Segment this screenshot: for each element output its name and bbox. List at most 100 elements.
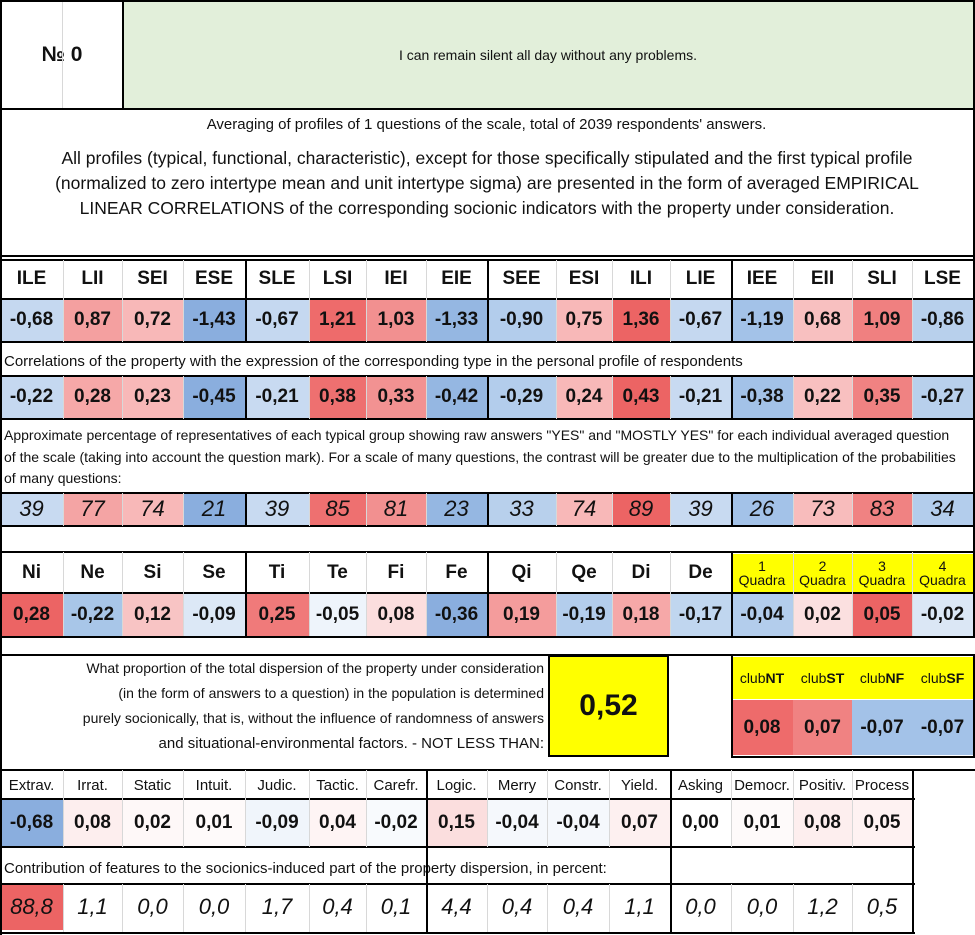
trait-value-6: -0,02 <box>366 800 426 846</box>
function-value-6: 0,08 <box>366 594 426 636</box>
trait-value-12: 0,01 <box>731 800 793 846</box>
type-profile-3: -1,43 <box>183 299 245 341</box>
function-header-6: Fi <box>387 562 405 583</box>
trait-value-2: 0,02 <box>122 800 183 846</box>
quadra-label: Quadra <box>799 572 846 588</box>
quadra-header-1: 2 Quadra <box>793 554 852 592</box>
trait-contribution-7: 4,4 <box>426 884 487 930</box>
quadra-value-3: -0,02 <box>912 594 973 636</box>
club-prefix: club <box>920 670 947 686</box>
function-header-5: Te <box>327 562 348 583</box>
quadra-value-0: -0,04 <box>731 594 793 636</box>
club-header-2: club NF <box>852 657 912 699</box>
trait-value-14: 0,05 <box>852 800 912 846</box>
type-percentage-14: 83 <box>852 493 912 525</box>
quadra-number: 2 <box>818 558 827 574</box>
quadra-number: 1 <box>758 558 766 574</box>
function-header-0: Ni <box>22 562 41 583</box>
quadra-header-3: 4 Quadra <box>912 554 973 592</box>
type-correlation-11: -0,21 <box>670 376 731 418</box>
function-header-2: Si <box>143 562 162 583</box>
function-header-9: Qe <box>571 562 597 583</box>
type-correlation-0: -0,22 <box>0 376 63 418</box>
contribution-caption: Contribution of features to the socionic… <box>4 860 607 877</box>
type-profile-1: 0,87 <box>63 299 122 341</box>
type-profile-5: 1,21 <box>309 299 366 341</box>
trait-contribution-14: 0,5 <box>852 884 912 930</box>
club-header-1: club ST <box>793 657 852 699</box>
quadra-header-2: 3 Quadra <box>852 554 912 592</box>
club-prefix: club <box>859 670 886 686</box>
dispersion-line-3: and situational-environmental factors. -… <box>158 735 544 752</box>
type-correlation-13: 0,22 <box>793 376 852 418</box>
function-value-7: -0,36 <box>426 594 487 636</box>
club-prefix: club <box>800 670 827 686</box>
type-profile-13: 0,68 <box>793 299 852 341</box>
type-correlation-9: 0,24 <box>556 376 612 418</box>
type-header-8: SEE <box>502 268 541 289</box>
type-header-2: SEI <box>137 268 168 289</box>
question-text: I can remain silent all day without any … <box>398 46 698 63</box>
club-suffix: NT <box>765 670 785 686</box>
trait-header-2: Static <box>133 776 172 794</box>
function-header-11: De <box>688 562 713 583</box>
type-percentage-2: 74 <box>122 493 183 525</box>
trait-header-1: Irrat. <box>77 776 108 794</box>
type-header-12: IEE <box>746 268 778 289</box>
type-profile-12: -1,19 <box>731 299 793 341</box>
type-profile-8: -0,90 <box>487 299 556 341</box>
function-header-8: Qi <box>511 562 532 583</box>
dispersion-value: 0,52 <box>579 689 638 722</box>
trait-value-3: 0,01 <box>183 800 245 846</box>
type-profile-6: 1,03 <box>366 299 426 341</box>
function-value-4: 0,25 <box>245 594 309 636</box>
quadra-number: 3 <box>878 558 886 574</box>
type-percentage-10: 89 <box>612 493 670 525</box>
type-header-0: ILE <box>16 268 47 289</box>
type-correlation-14: 0,35 <box>852 376 912 418</box>
trait-header-4: Judic. <box>257 776 297 794</box>
number-label: № <box>41 42 65 66</box>
type-percentage-8: 33 <box>487 493 556 525</box>
club-prefix: club <box>739 670 766 686</box>
type-percentage-13: 73 <box>793 493 852 525</box>
function-value-1: -0,22 <box>63 594 122 636</box>
type-profile-9: 0,75 <box>556 299 612 341</box>
type-percentage-0: 39 <box>0 493 63 525</box>
type-profile-0: -0,68 <box>0 299 63 341</box>
club-header-3: club SF <box>912 657 973 699</box>
quadra-label: Quadra <box>858 572 906 588</box>
type-correlation-8: -0,29 <box>487 376 556 418</box>
type-percentage-15: 34 <box>912 493 973 525</box>
function-value-10: 0,18 <box>612 594 670 636</box>
type-percentage-11: 39 <box>670 493 731 525</box>
trait-header-11: Asking <box>677 776 724 794</box>
type-header-1: LII <box>81 268 104 289</box>
quadra-value-1: 0,02 <box>793 594 852 636</box>
function-header-4: Ti <box>268 562 286 583</box>
trait-value-5: 0,04 <box>309 800 366 846</box>
trait-header-6: Carefr. <box>373 776 419 794</box>
function-value-3: -0,09 <box>183 594 245 636</box>
trait-value-8: -0,04 <box>487 800 547 846</box>
trait-value-11: 0,00 <box>670 800 731 846</box>
type-percentage-4: 39 <box>245 493 309 525</box>
quadra-header-0: 1 Quadra <box>731 554 793 592</box>
trait-value-0: -0,68 <box>0 800 63 846</box>
club-suffix: SF <box>946 670 965 686</box>
dispersion-line-2: purely socionically, that is, without th… <box>82 710 544 726</box>
trait-contribution-13: 1,2 <box>793 884 852 930</box>
quadra-label: Quadra <box>919 572 966 588</box>
trait-header-0: Extrav. <box>8 776 55 794</box>
type-correlation-5: 0,38 <box>309 376 366 418</box>
club-header-0: club NT <box>731 657 793 699</box>
type-profile-7: -1,33 <box>426 299 487 341</box>
type-header-4: SLE <box>258 268 296 289</box>
type-correlation-15: -0,27 <box>912 376 973 418</box>
club-suffix: ST <box>826 670 845 686</box>
trait-header-8: Merry <box>497 776 537 794</box>
function-value-2: 0,12 <box>122 594 183 636</box>
type-header-14: SLI <box>867 268 897 289</box>
trait-header-10: Yield. <box>621 776 658 794</box>
type-header-3: ESE <box>194 268 234 289</box>
